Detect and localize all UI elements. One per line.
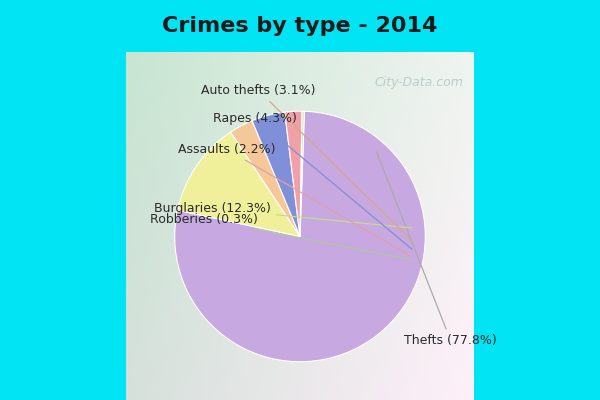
Text: Auto thefts (3.1%): Auto thefts (3.1%) [201, 84, 413, 242]
Wedge shape [300, 111, 304, 236]
Wedge shape [285, 111, 302, 236]
Text: Thefts (77.8%): Thefts (77.8%) [376, 152, 497, 347]
Text: Burglaries (12.3%): Burglaries (12.3%) [154, 202, 412, 228]
Wedge shape [252, 112, 300, 236]
Wedge shape [175, 111, 425, 362]
Text: Assaults (2.2%): Assaults (2.2%) [178, 143, 411, 256]
Text: City-Data.com: City-Data.com [374, 76, 464, 89]
Text: Rapes (4.3%): Rapes (4.3%) [213, 112, 412, 250]
Wedge shape [230, 121, 300, 236]
Text: Crimes by type - 2014: Crimes by type - 2014 [163, 16, 437, 36]
Wedge shape [178, 132, 300, 236]
Text: Robberies (0.3%): Robberies (0.3%) [151, 212, 410, 260]
